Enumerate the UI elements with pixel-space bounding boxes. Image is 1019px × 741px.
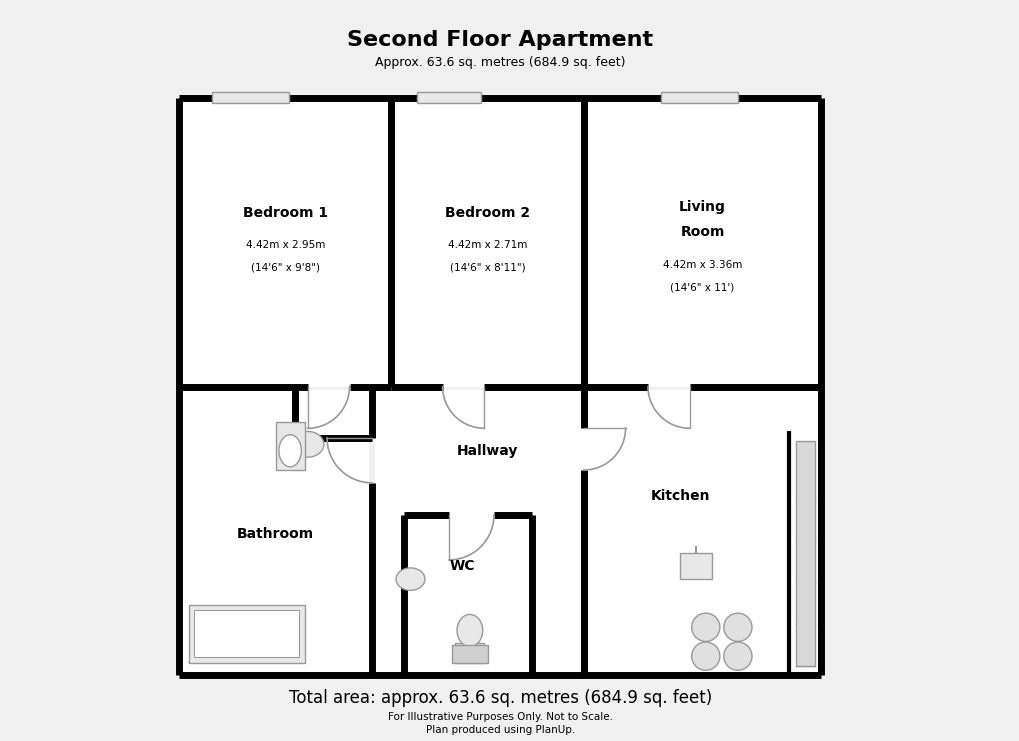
Text: (14'6" x 8'11"): (14'6" x 8'11") — [449, 263, 525, 273]
Text: Bedroom 1: Bedroom 1 — [243, 206, 327, 220]
Bar — [455, 643, 484, 662]
Text: Second Floor Apartment: Second Floor Apartment — [346, 30, 653, 50]
Text: Room: Room — [680, 225, 725, 239]
Bar — [795, 441, 814, 666]
Bar — [182, 390, 369, 672]
Text: Living: Living — [679, 200, 726, 214]
Ellipse shape — [457, 614, 482, 647]
Bar — [660, 92, 737, 104]
Text: Bedroom 2: Bedroom 2 — [444, 206, 530, 220]
Ellipse shape — [395, 568, 425, 591]
Text: 4.42m x 3.36m: 4.42m x 3.36m — [662, 259, 742, 270]
Circle shape — [723, 613, 751, 642]
Ellipse shape — [278, 435, 301, 467]
Bar — [211, 92, 288, 104]
Text: (14'6" x 11'): (14'6" x 11') — [669, 282, 734, 292]
Text: 4.42m x 2.95m: 4.42m x 2.95m — [246, 240, 325, 250]
Text: Hallway: Hallway — [457, 444, 518, 458]
Bar — [182, 101, 387, 387]
Circle shape — [691, 642, 719, 671]
Text: Approx. 63.6 sq. metres (684.9 sq. feet): Approx. 63.6 sq. metres (684.9 sq. feet) — [375, 56, 625, 69]
Bar — [680, 554, 711, 579]
Text: Kitchen: Kitchen — [650, 488, 709, 502]
Circle shape — [723, 642, 751, 671]
Bar — [194, 610, 300, 657]
Circle shape — [691, 613, 719, 642]
Text: Plan produced using PlanUp.: Plan produced using PlanUp. — [425, 725, 575, 735]
Text: For Illustrative Purposes Only. Not to Scale.: For Illustrative Purposes Only. Not to S… — [387, 712, 612, 722]
Text: (14'6" x 9'8"): (14'6" x 9'8") — [251, 263, 320, 273]
Bar — [275, 422, 305, 470]
Text: WC: WC — [448, 559, 474, 574]
Text: Total area: approx. 63.6 sq. metres (684.9 sq. feet): Total area: approx. 63.6 sq. metres (684… — [288, 689, 711, 707]
Ellipse shape — [291, 431, 323, 457]
Text: Bathroom: Bathroom — [236, 527, 314, 541]
Bar — [587, 101, 817, 387]
Bar — [451, 645, 487, 662]
Bar — [394, 101, 580, 387]
Bar — [417, 92, 481, 104]
Text: 4.42m x 2.71m: 4.42m x 2.71m — [447, 240, 527, 250]
Bar — [189, 605, 305, 662]
Bar — [375, 390, 817, 672]
